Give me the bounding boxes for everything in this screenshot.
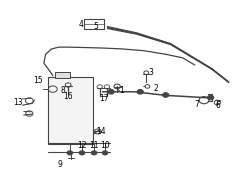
Circle shape [91, 151, 97, 155]
Text: 12: 12 [77, 141, 87, 150]
Circle shape [137, 89, 143, 94]
Bar [48, 78, 93, 144]
Text: 4: 4 [78, 20, 83, 29]
Text: 5: 5 [93, 22, 98, 31]
Text: 10: 10 [100, 141, 110, 150]
Bar [55, 72, 70, 78]
Bar [84, 19, 104, 29]
Text: 16: 16 [63, 92, 73, 101]
Text: 1: 1 [120, 86, 124, 94]
Text: 7: 7 [195, 100, 200, 109]
Circle shape [207, 95, 214, 100]
Text: 15: 15 [33, 76, 42, 85]
Text: 13: 13 [13, 98, 23, 107]
Circle shape [102, 151, 108, 155]
Text: 2: 2 [153, 84, 158, 93]
Text: 11: 11 [89, 141, 99, 150]
Text: 17: 17 [99, 94, 109, 103]
Circle shape [108, 89, 114, 94]
Text: 9: 9 [58, 160, 62, 169]
Text: 8: 8 [60, 86, 65, 94]
Text: 14: 14 [97, 127, 106, 136]
Circle shape [163, 93, 169, 97]
Text: 6: 6 [215, 101, 220, 110]
Circle shape [79, 151, 85, 155]
Circle shape [67, 151, 73, 155]
Text: 3: 3 [149, 68, 153, 77]
